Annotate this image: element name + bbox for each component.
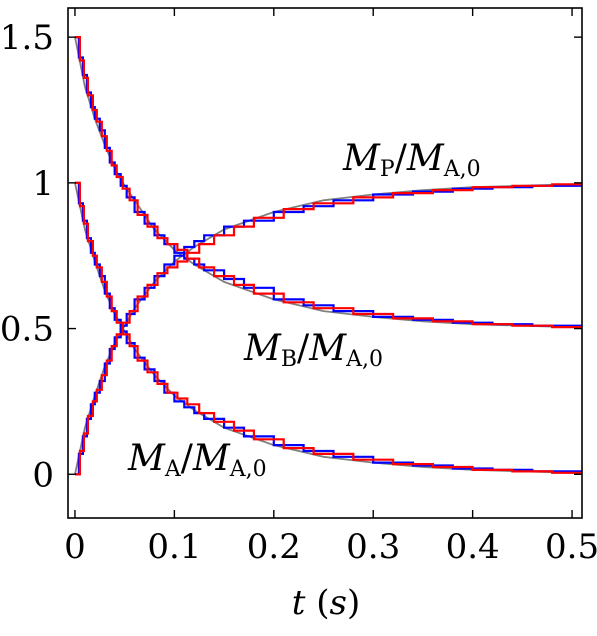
x-tick-label-3: 0.3 bbox=[346, 527, 400, 567]
x-axis-label-paren-open: ( bbox=[305, 583, 329, 623]
annotation-a-den-var: M bbox=[192, 438, 231, 479]
x-axis-label-var: t bbox=[292, 583, 306, 623]
annotation-mb-over-ma0: MB/MA,0 bbox=[243, 328, 383, 372]
y-tick-label-1: 0.5 bbox=[0, 310, 54, 350]
annotation-b-den-sub: A,0 bbox=[345, 347, 383, 372]
annotation-ma-over-ma0: MA/MA,0 bbox=[127, 438, 267, 482]
annotation-b-var: M bbox=[243, 328, 282, 369]
y-tick-label-2: 1 bbox=[32, 164, 54, 204]
series-a-step-7 bbox=[75, 181, 582, 473]
annotation-b-den-var: M bbox=[308, 328, 347, 369]
x-tick-label-5: 0.5 bbox=[545, 527, 597, 567]
x-tick-label-1: 0.1 bbox=[147, 527, 201, 567]
y-tick-label-0: 0 bbox=[32, 455, 54, 495]
series-b-step-5 bbox=[75, 36, 582, 327]
x-axis-label-paren-close: ) bbox=[347, 583, 360, 623]
axes-layer bbox=[67, 7, 583, 519]
annotation-b-sub: B bbox=[281, 347, 297, 372]
series-p-step-3 bbox=[75, 184, 582, 476]
annotation-a-sub: A bbox=[164, 457, 182, 482]
x-axis-label-unit: s bbox=[330, 583, 347, 623]
plot-frame bbox=[67, 7, 583, 519]
labels-layer: 0 0.1 0.2 0.3 0.4 0.5 0 0.5 1 1.5 bbox=[0, 18, 597, 567]
annotation-p-den-var: M bbox=[406, 138, 445, 179]
x-tick-label-4: 0.4 bbox=[446, 527, 500, 567]
x-axis-label: t (s) bbox=[292, 583, 360, 623]
x-tick-label-2: 0.2 bbox=[247, 527, 301, 567]
annotation-p-den-sub: A,0 bbox=[443, 157, 481, 182]
series-b-smooth-1 bbox=[74, 36, 582, 328]
annotation-a-den-sub: A,0 bbox=[229, 457, 267, 482]
series-a-step-8 bbox=[75, 181, 582, 474]
series-p-step-4 bbox=[75, 183, 582, 476]
x-tick-label-0: 0 bbox=[64, 527, 86, 567]
y-tick-label-3: 1.5 bbox=[0, 18, 54, 58]
series-layer bbox=[74, 36, 582, 476]
annotation-p-var: M bbox=[342, 138, 381, 179]
annotation-p-sub: P bbox=[380, 157, 395, 182]
series-b-step-6 bbox=[75, 36, 582, 329]
annotation-mp-over-ma0: MP/MA,0 bbox=[342, 138, 481, 182]
annotation-a-var: M bbox=[127, 438, 166, 479]
